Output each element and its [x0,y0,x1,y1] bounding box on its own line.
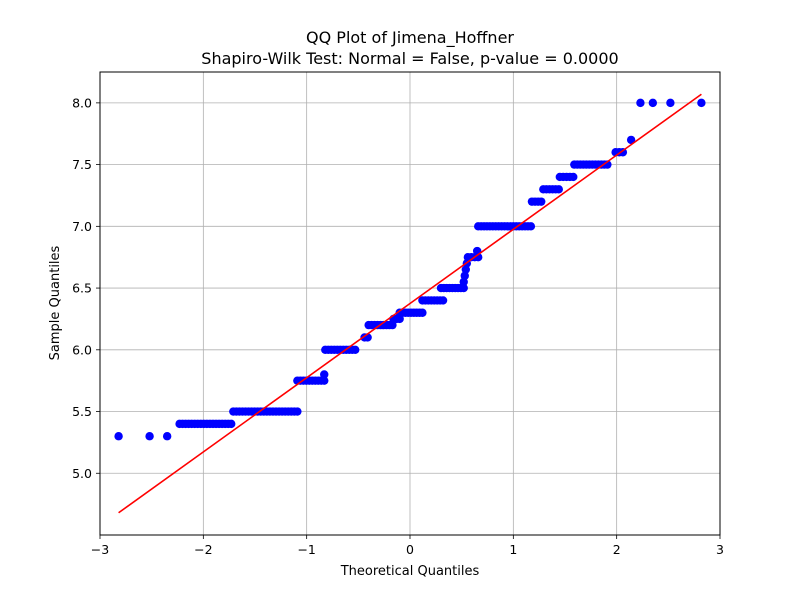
y-tick-label: 6.0 [72,342,92,357]
x-tick-label: −3 [91,542,109,557]
x-tick-label: 0 [406,542,414,557]
y-tick-label: 6.5 [72,281,92,296]
data-point [618,148,628,157]
data-point [554,185,563,194]
data-point [227,419,236,429]
data-point [351,345,360,354]
y-tick-label: 5.0 [72,466,92,481]
data-point [145,432,154,441]
data-point [648,98,658,108]
ticks: −3 −2 −1 0 1 2 3 5.0 5.5 6.0 6.5 7.0 7.5 8.0 [72,95,724,557]
y-tick-label: 5.5 [72,404,92,419]
data-point [636,98,645,108]
data-point [114,432,123,441]
data-point [626,135,636,145]
data-point [320,376,329,385]
data-point [320,370,329,379]
fit-line [118,93,702,514]
data-point [537,197,546,206]
data-point [666,98,675,108]
y-tick-label: 8.0 [72,95,92,110]
data-point [569,172,578,182]
x-tick-label: −2 [194,542,212,557]
y-tick-label: 7.5 [72,157,92,172]
x-axis-label: Theoretical Quantiles [340,564,480,579]
data-point [459,283,468,293]
x-tick-label: 3 [716,542,724,557]
data-point [438,296,448,305]
fit-line-group [118,93,702,514]
data-point [461,265,470,274]
data-point [697,98,706,108]
x-tick-label: 1 [509,542,517,557]
data-point [162,432,172,441]
data-point [418,308,427,317]
data-point [460,271,469,280]
x-tick-label: 2 [613,542,621,557]
data-point [459,277,468,287]
y-tick-label: 7.0 [72,219,92,234]
x-tick-label: −1 [297,542,315,557]
y-axis-label: Sample Quantiles [48,245,63,360]
chart-title: QQ Plot of Jimena_Hoffner [306,28,514,48]
data-point [388,320,397,330]
data-point [526,222,536,231]
chart-subtitle: Shapiro-Wilk Test: Normal = False, p-val… [201,49,618,68]
data-point [293,407,302,416]
